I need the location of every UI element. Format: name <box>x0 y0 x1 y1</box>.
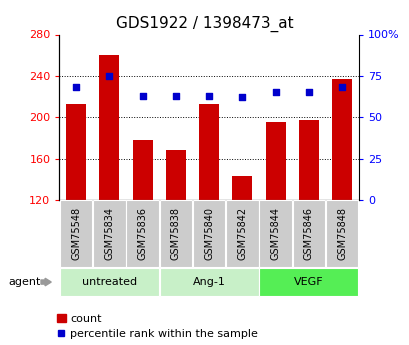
Text: Ang-1: Ang-1 <box>192 277 225 287</box>
Text: GSM75842: GSM75842 <box>237 207 247 260</box>
Point <box>272 90 278 95</box>
Point <box>106 73 112 79</box>
Text: GSM75846: GSM75846 <box>303 207 313 260</box>
Text: GSM75844: GSM75844 <box>270 207 280 260</box>
Text: GSM75848: GSM75848 <box>336 207 346 260</box>
Point <box>73 85 79 90</box>
Point <box>305 90 311 95</box>
Text: GDS1922 / 1398473_at: GDS1922 / 1398473_at <box>116 16 293 32</box>
Point <box>338 85 344 90</box>
Bar <box>232 176 252 200</box>
Text: agent: agent <box>8 277 40 287</box>
Point <box>139 93 146 99</box>
Text: untreated: untreated <box>81 277 137 287</box>
Point <box>172 93 179 99</box>
Bar <box>331 79 351 200</box>
Legend: count, percentile rank within the sample: count, percentile rank within the sample <box>57 314 257 339</box>
Text: VEGF: VEGF <box>293 277 323 287</box>
Bar <box>199 104 218 200</box>
Bar <box>265 122 285 200</box>
Point <box>238 95 245 100</box>
Bar <box>166 150 185 200</box>
Text: GSM75548: GSM75548 <box>71 207 81 260</box>
Text: GSM75834: GSM75834 <box>104 207 114 260</box>
Bar <box>66 104 86 200</box>
Bar <box>99 55 119 200</box>
Bar <box>132 140 152 200</box>
Text: GSM75836: GSM75836 <box>137 207 147 260</box>
Text: GSM75838: GSM75838 <box>171 207 180 260</box>
Bar <box>298 120 318 200</box>
Point <box>205 93 212 99</box>
Text: GSM75840: GSM75840 <box>204 207 213 260</box>
